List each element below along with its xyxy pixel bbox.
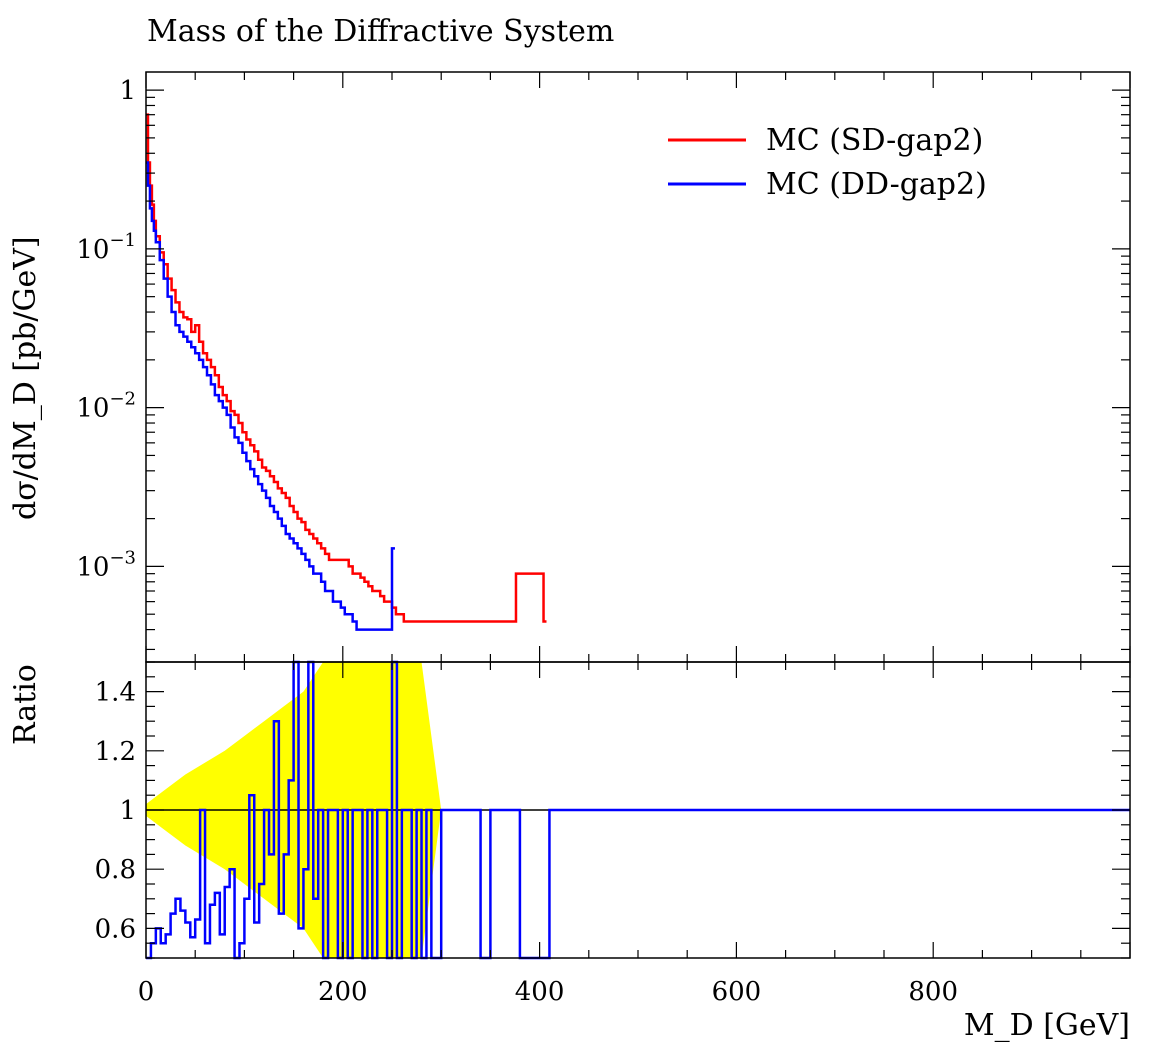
ratio-series-line — [146, 660, 1130, 960]
series-line-sd-gap2 — [146, 113, 547, 623]
y-tick-label: 10−1 — [76, 230, 136, 265]
x-tick-label: 200 — [318, 977, 368, 1007]
x-axis-label: M_D [GeV] — [963, 1008, 1130, 1043]
y-tick-label: 10−3 — [76, 547, 136, 582]
x-tick-label: 0 — [138, 977, 155, 1007]
chart-title: Mass of the Diffractive System — [147, 14, 615, 49]
ratio-y-tick-label: 0.8 — [95, 855, 136, 885]
x-tick-label: 800 — [908, 977, 958, 1007]
y-tick-label: 10−2 — [76, 389, 136, 424]
ratio-y-tick-label: 0.6 — [95, 914, 136, 944]
y-tick-label: 1 — [119, 76, 136, 106]
x-tick-label: 400 — [515, 977, 565, 1007]
x-tick-label: 600 — [712, 977, 762, 1007]
ratio-y-tick-label: 1 — [119, 796, 136, 826]
ratio-y-tick-label: 1.2 — [95, 737, 136, 767]
legend-label-sd-gap2: MC (SD-gap2) — [766, 123, 983, 158]
ratio-y-tick-label: 1.4 — [95, 678, 136, 708]
legend-label-dd-gap2: MC (DD-gap2) — [766, 167, 987, 202]
series-line-dd-gap2 — [146, 161, 395, 631]
main-plot-frame — [145, 71, 1131, 663]
